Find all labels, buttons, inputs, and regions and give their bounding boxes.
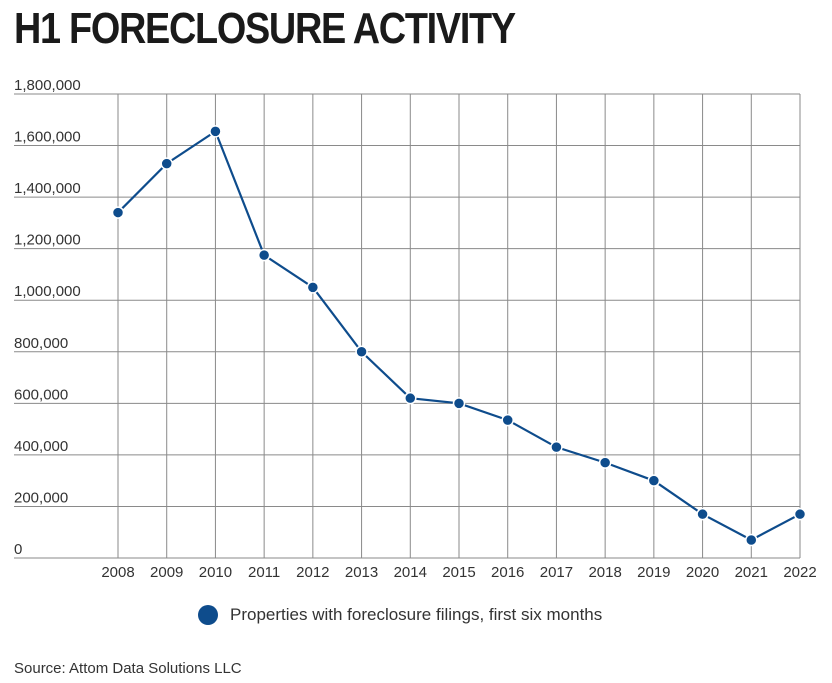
legend: Properties with foreclosure filings, fir… [198,605,602,625]
legend-marker [198,605,218,625]
data-point-2011 [257,248,271,262]
x-tick-label: 2016 [491,564,524,581]
x-tick-label: 2015 [442,564,475,581]
data-point-2012 [306,281,320,294]
data-points [111,125,807,547]
data-point-2022 [793,507,807,521]
data-point-2015 [452,397,466,410]
y-tick-label: 1,600,000 [14,129,81,146]
y-tick-label: 800,000 [14,335,68,352]
data-point-2016 [501,413,514,427]
data-point-2010 [209,125,222,138]
x-tick-label: 2008 [101,564,134,581]
y-tick-label: 1,200,000 [14,232,81,249]
line-chart: 0 200,000 400,000 600,000 800,000 1,000,000 1,… [14,77,817,581]
x-axis-ticks: 2008 2009 2010 2011 2012 2013 2014 2015 2016 2017… [101,564,816,581]
x-tick-label: 2011 [248,564,280,581]
x-tick-label: 2013 [345,564,378,581]
x-tick-label: 2019 [637,564,670,581]
data-point-2009 [160,157,173,170]
data-point-2018 [598,456,612,469]
x-tick-label: 2010 [199,564,232,581]
x-tick-label: 2018 [588,564,621,581]
x-tick-label: 2012 [296,564,329,581]
x-tick-label: 2020 [686,564,719,581]
y-tick-label: 400,000 [14,438,68,455]
y-axis-ticks: 0 200,000 400,000 600,000 800,000 1,000,000 1,… [14,77,81,558]
data-point-2017 [550,440,563,454]
y-tick-label: 1,800,000 [14,77,81,94]
chart-title: H1 FORECLOSURE ACTIVITY [14,4,516,53]
y-tick-label: 1,000,000 [14,283,81,300]
data-point-2013 [355,345,368,359]
y-tick-label: 0 [14,541,22,558]
x-tick-label: 2022 [783,564,816,581]
legend-label: Properties with foreclosure filings, fir… [230,605,603,624]
x-tick-label: 2014 [394,564,427,581]
grid-lines [14,93,801,559]
y-tick-label: 600,000 [14,386,68,403]
y-tick-label: 1,400,000 [14,180,81,197]
data-point-2014 [404,391,417,405]
data-point-2008 [111,206,125,219]
data-point-2019 [647,474,661,487]
x-tick-label: 2021 [735,564,768,581]
source-note: Source: Attom Data Solutions LLC [14,660,242,677]
y-tick-label: 200,000 [14,489,68,506]
data-point-2021 [745,533,758,547]
x-tick-label: 2009 [150,564,183,581]
data-point-2020 [696,507,709,521]
x-tick-label: 2017 [540,564,573,581]
